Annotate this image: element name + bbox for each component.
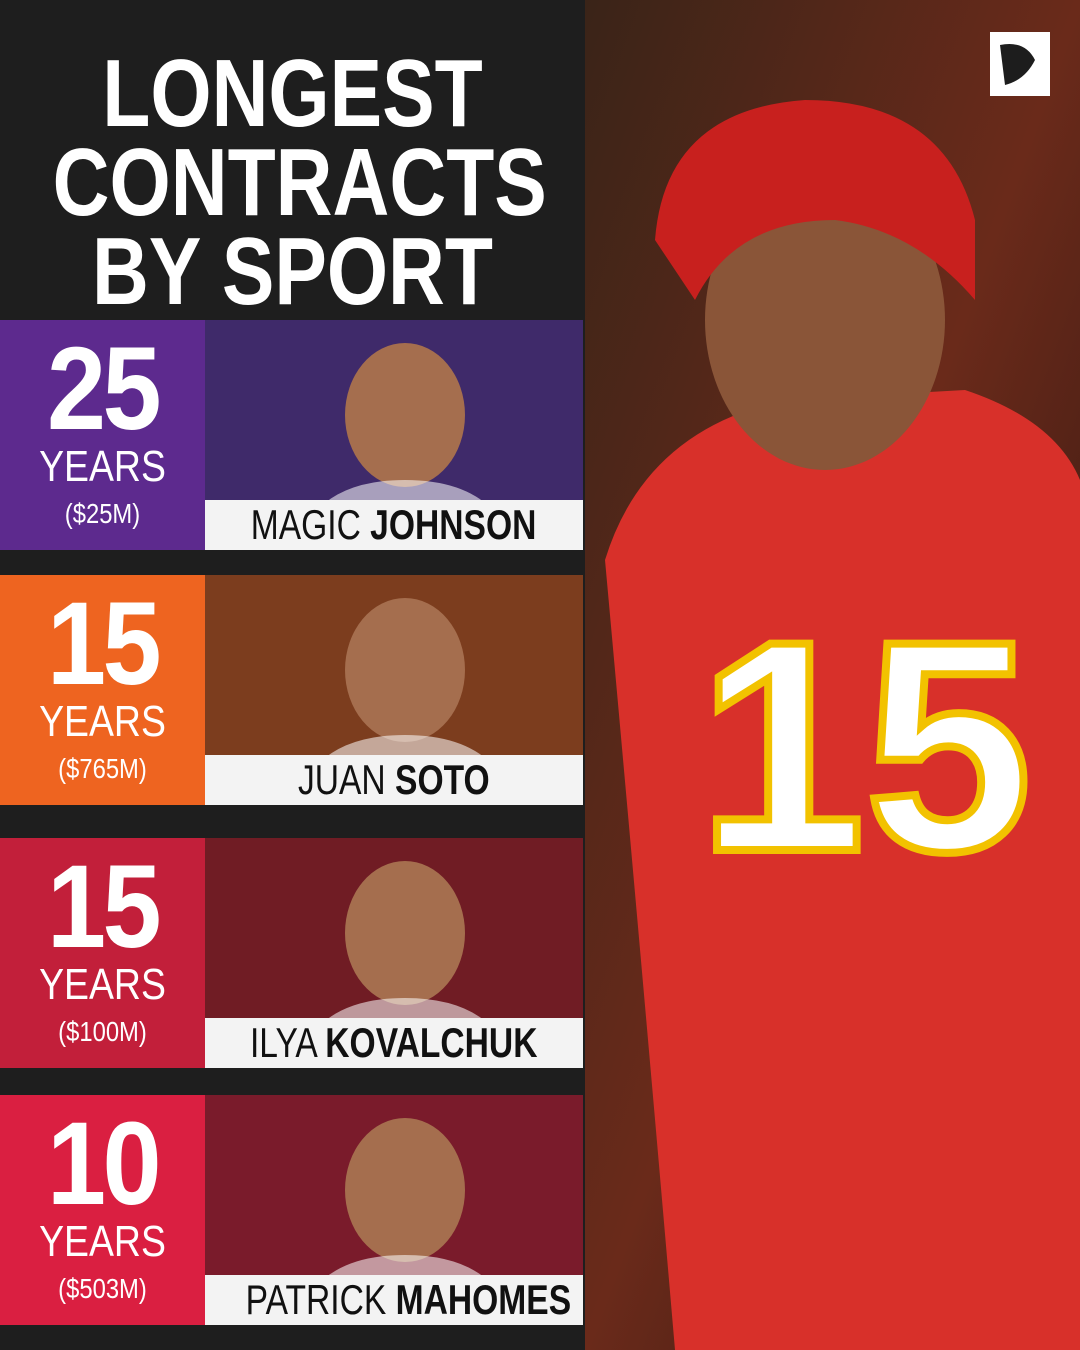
title-line: CONTRACTS [52,129,547,236]
contract-amount: ($503M) [58,1273,147,1304]
helmet [655,100,975,300]
last-name: SOTO [395,756,490,803]
logo-mark [1000,44,1035,85]
last-name: KOVALCHUK [325,1019,538,1066]
contract-amount: ($765M) [58,753,147,784]
player-name: MAGIC JOHNSON [205,500,583,550]
player-name: JUAN SOTO [205,755,583,805]
first-name: PATRICK [245,1276,387,1323]
contract-row: 15 YEARS ($765M) JUAN SOTO [0,575,583,805]
title-line: LONGEST [102,40,483,147]
years-block: 15 YEARS ($100M) [0,838,205,1068]
years-block: 25 YEARS ($25M) [0,320,205,550]
name-text: MAGIC JOHNSON [251,500,537,550]
player-name: ILYA KOVALCHUK [205,1018,583,1068]
face [705,170,945,470]
contract-row: 25 YEARS ($25M) MAGIC JOHNSON [0,320,583,550]
years-number: 15 [47,841,162,973]
years-unit: YEARS [39,697,166,746]
years-number: 15 [47,578,162,710]
last-name: JOHNSON [370,501,537,548]
first-name: MAGIC [251,501,362,548]
name-text: JUAN SOTO [298,755,490,805]
title-line: BY SPORT [92,218,493,325]
player-head [345,1118,465,1262]
player-head [345,598,465,742]
contract-amount: ($100M) [58,1016,147,1047]
jersey-number: 15 [698,578,1032,914]
years-number: 10 [47,1098,162,1230]
years-number: 25 [47,323,162,455]
left-panel: LONGEST CONTRACTS BY SPORT 25 YEARS ($25M)… [0,40,583,1325]
name-text: ILYA KOVALCHUK [250,1018,538,1068]
player-head [345,343,465,487]
jersey [605,390,1080,1350]
first-name: JUAN [298,756,386,803]
contract-row: 15 YEARS ($100M) ILYA KOVALCHUK [0,838,583,1068]
years-unit: YEARS [39,1217,166,1266]
years-block: 15 YEARS ($765M) [0,575,205,805]
contract-amount: ($25M) [64,498,141,529]
years-unit: YEARS [39,960,166,1009]
hero-photo: 15 [585,0,1080,1350]
contract-row: 10 YEARS ($503M) PATRICK MAHOMES [0,1095,583,1325]
years-unit: YEARS [39,442,166,491]
first-name: ILYA [250,1019,317,1066]
player-head [345,861,465,1005]
player-name: PATRICK MAHOMES [205,1275,583,1325]
years-block: 10 YEARS ($503M) [0,1095,205,1325]
last-name: MAHOMES [395,1276,572,1323]
name-text: PATRICK MAHOMES [246,1275,571,1325]
